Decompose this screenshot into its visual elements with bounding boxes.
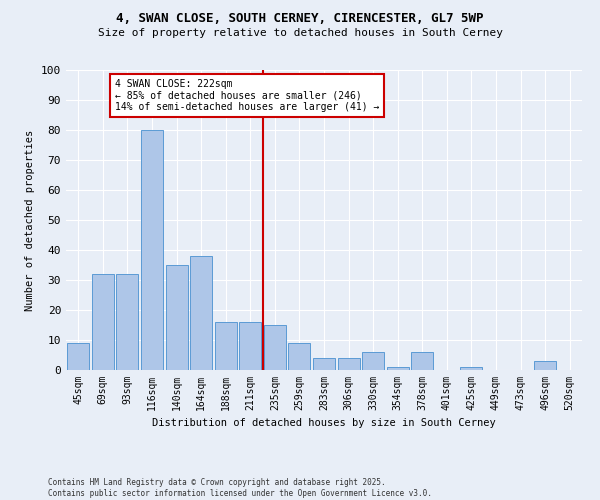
Bar [166, 265, 188, 370]
Bar [313, 358, 335, 370]
Bar [289, 343, 310, 370]
Bar [411, 352, 433, 370]
Bar [116, 274, 139, 370]
Text: Size of property relative to detached houses in South Cerney: Size of property relative to detached ho… [97, 28, 503, 38]
Bar [239, 322, 262, 370]
Bar [67, 343, 89, 370]
Bar [215, 322, 237, 370]
Bar [92, 274, 114, 370]
Text: 4 SWAN CLOSE: 222sqm
← 85% of detached houses are smaller (246)
14% of semi-deta: 4 SWAN CLOSE: 222sqm ← 85% of detached h… [115, 79, 380, 112]
Bar [362, 352, 384, 370]
Text: 4, SWAN CLOSE, SOUTH CERNEY, CIRENCESTER, GL7 5WP: 4, SWAN CLOSE, SOUTH CERNEY, CIRENCESTER… [116, 12, 484, 26]
Bar [264, 325, 286, 370]
Bar [460, 367, 482, 370]
Bar [141, 130, 163, 370]
Bar [534, 361, 556, 370]
Bar [338, 358, 359, 370]
Bar [386, 367, 409, 370]
Bar [190, 256, 212, 370]
Y-axis label: Number of detached properties: Number of detached properties [25, 130, 35, 310]
Text: Contains HM Land Registry data © Crown copyright and database right 2025.
Contai: Contains HM Land Registry data © Crown c… [48, 478, 432, 498]
X-axis label: Distribution of detached houses by size in South Cerney: Distribution of detached houses by size … [152, 418, 496, 428]
